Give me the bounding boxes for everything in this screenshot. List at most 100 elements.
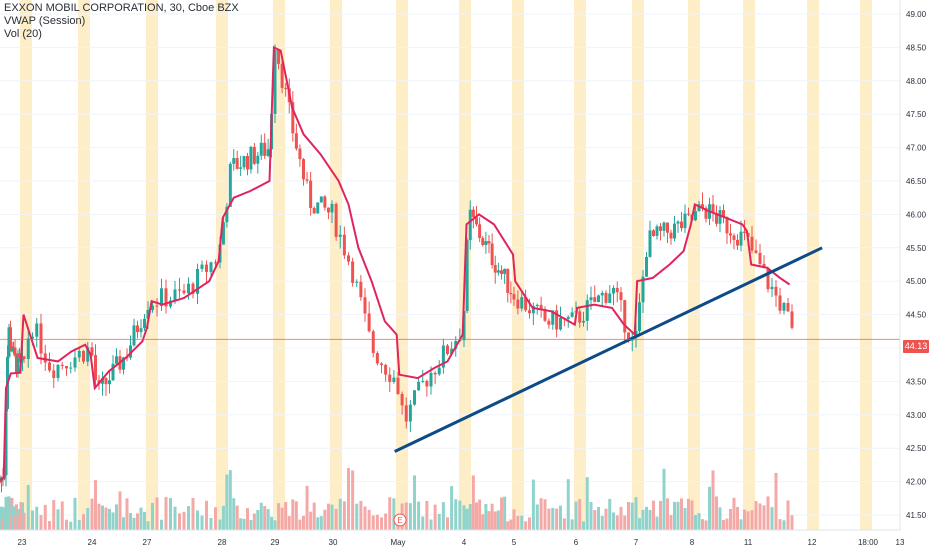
volume-bar xyxy=(493,511,497,530)
candle-body xyxy=(641,276,645,303)
volume-bar xyxy=(555,508,559,530)
volume-bar xyxy=(143,511,146,530)
candle-body xyxy=(750,236,754,251)
candle-body xyxy=(612,287,615,294)
candle-body xyxy=(259,142,263,156)
candle-body xyxy=(77,350,81,358)
candle-body xyxy=(122,357,125,370)
candle-body xyxy=(160,288,163,306)
candle-body xyxy=(338,234,342,237)
candle-body xyxy=(487,241,491,244)
candle-body xyxy=(363,297,367,314)
volume-bar xyxy=(496,510,500,530)
volume-bar xyxy=(732,497,736,530)
volume-bar xyxy=(539,498,543,530)
volume-bar xyxy=(252,513,256,530)
volume-bar xyxy=(125,498,129,530)
volume-bar xyxy=(516,515,520,530)
volume-bar xyxy=(205,500,208,530)
volume-bar xyxy=(273,520,277,530)
candle-body xyxy=(615,287,619,293)
candle-body xyxy=(597,295,600,303)
y-tick-label: 43.50 xyxy=(906,377,927,386)
volume-bar xyxy=(319,516,323,530)
x-tick-label: 7 xyxy=(634,538,639,547)
candle-body xyxy=(555,310,559,330)
volume-bar xyxy=(711,470,715,530)
candle-body xyxy=(547,320,551,325)
candle-body xyxy=(291,102,295,134)
volume-bar xyxy=(669,515,673,530)
volume-bar xyxy=(266,509,270,530)
volume-bars xyxy=(0,468,794,530)
volume-bar xyxy=(413,475,416,530)
volume-bar xyxy=(242,518,246,530)
session-band xyxy=(743,0,755,530)
candle-body xyxy=(284,87,288,89)
candle-body xyxy=(228,163,232,207)
volume-bar xyxy=(136,513,139,530)
volume-bar xyxy=(634,497,638,530)
volume-bar xyxy=(384,513,388,530)
candle-body xyxy=(711,204,715,214)
x-tick-label: 8 xyxy=(690,538,695,547)
candle-body xyxy=(655,226,659,236)
volume-bar xyxy=(566,479,570,530)
volume-bar xyxy=(547,508,551,530)
volume-bar xyxy=(334,508,338,530)
candle-body xyxy=(316,202,320,214)
legend-vwap[interactable]: VWAP (Session) xyxy=(4,15,86,27)
volume-bar xyxy=(330,504,334,530)
volume-bar xyxy=(43,504,47,530)
volume-bar xyxy=(441,502,445,530)
candle-body xyxy=(200,264,204,269)
volume-bar xyxy=(187,506,190,530)
x-tick-label: 6 xyxy=(574,538,579,547)
candle-body xyxy=(173,289,177,301)
candle-body xyxy=(0,481,2,483)
x-tick-label: 5 xyxy=(512,538,517,547)
candle-body xyxy=(392,377,396,383)
volume-bar xyxy=(221,505,225,530)
volume-bar xyxy=(22,512,26,530)
volume-bar xyxy=(284,502,288,530)
candle-body xyxy=(164,288,168,307)
candle-body xyxy=(585,300,589,321)
volume-bar xyxy=(263,506,267,530)
candle-body xyxy=(22,356,26,359)
candle-body xyxy=(139,328,143,333)
volume-bar xyxy=(520,515,524,530)
candle-body xyxy=(73,357,77,368)
candle-body xyxy=(425,380,429,387)
candle-body xyxy=(342,234,346,256)
candle-body xyxy=(758,252,762,264)
candle-body xyxy=(468,209,472,241)
legend-symbol[interactable]: EXXON MOBIL CORPORATION, 30, Cboe BZX xyxy=(4,2,239,14)
candle-body xyxy=(652,230,655,236)
candle-body xyxy=(384,364,388,375)
volume-bar xyxy=(462,505,466,530)
legend-vol[interactable]: Vol (20) xyxy=(4,28,42,40)
candle-body xyxy=(729,233,732,236)
candle-body xyxy=(266,149,270,156)
volume-bar xyxy=(380,517,383,530)
earnings-marker-circle xyxy=(393,513,407,527)
candle-body xyxy=(417,381,421,391)
candle-body xyxy=(82,350,85,362)
volume-bar xyxy=(73,497,77,530)
volume-bar xyxy=(408,503,412,530)
candle-body xyxy=(687,213,690,215)
volume-bar xyxy=(659,500,662,530)
volume-bar xyxy=(437,513,441,530)
y-tick-label: 43.00 xyxy=(906,411,927,420)
candle-body xyxy=(334,203,338,237)
volume-bar xyxy=(298,519,302,530)
volume-bar xyxy=(122,517,125,530)
candle-body xyxy=(478,224,482,238)
volume-bar xyxy=(468,503,472,530)
volume-bar xyxy=(641,509,645,530)
candle-body xyxy=(326,207,330,213)
candle-body xyxy=(619,292,623,301)
volume-bar xyxy=(338,498,342,530)
